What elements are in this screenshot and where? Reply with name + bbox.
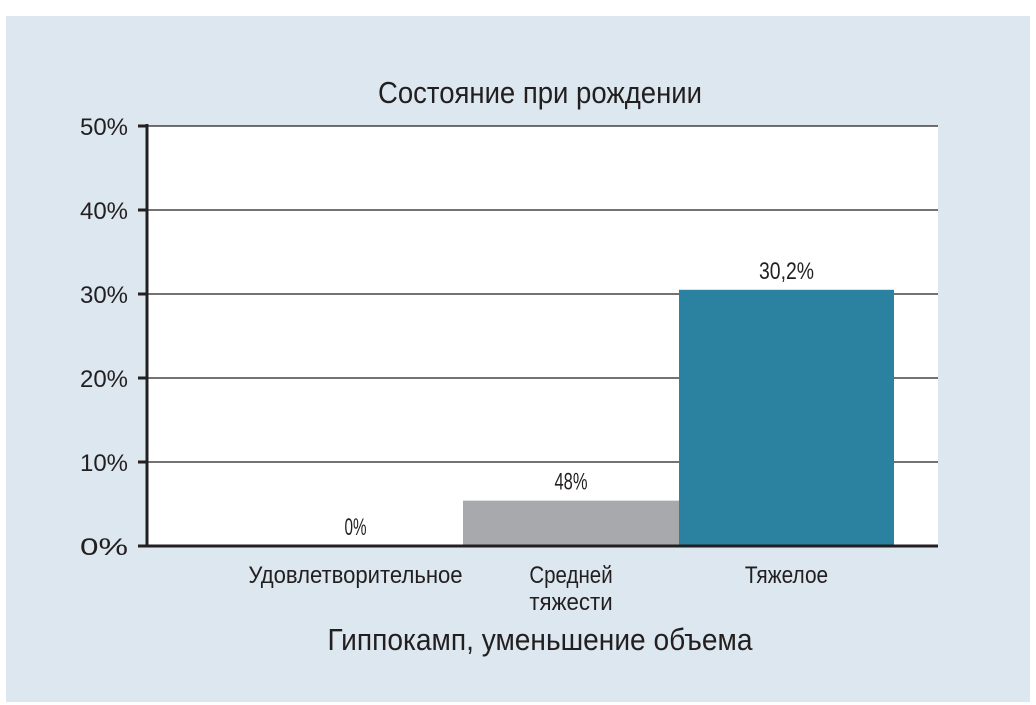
y-tick-label: 40% (80, 198, 128, 225)
bar (679, 289, 894, 546)
y-tick-label: 50% (80, 114, 128, 141)
y-tick-label: 30% (80, 282, 128, 309)
bar (463, 500, 679, 546)
x-axis-title: Гиппокамп, уменьшение объема (328, 622, 754, 657)
category-label: Тяжелое (745, 562, 828, 589)
category-label: Удовлетворительное (248, 562, 462, 589)
category-label: Средней (529, 562, 612, 589)
data-label: 30,2% (759, 258, 814, 285)
y-tick-label: 10% (80, 450, 128, 477)
data-label: 48% (555, 469, 588, 496)
data-label: 0% (345, 514, 367, 541)
category-label-line2: тяжести (529, 589, 612, 616)
chart-title: Состояние при рождении (378, 75, 702, 110)
y-tick-label: 0% (80, 534, 128, 561)
y-tick-label: 20% (80, 366, 128, 393)
